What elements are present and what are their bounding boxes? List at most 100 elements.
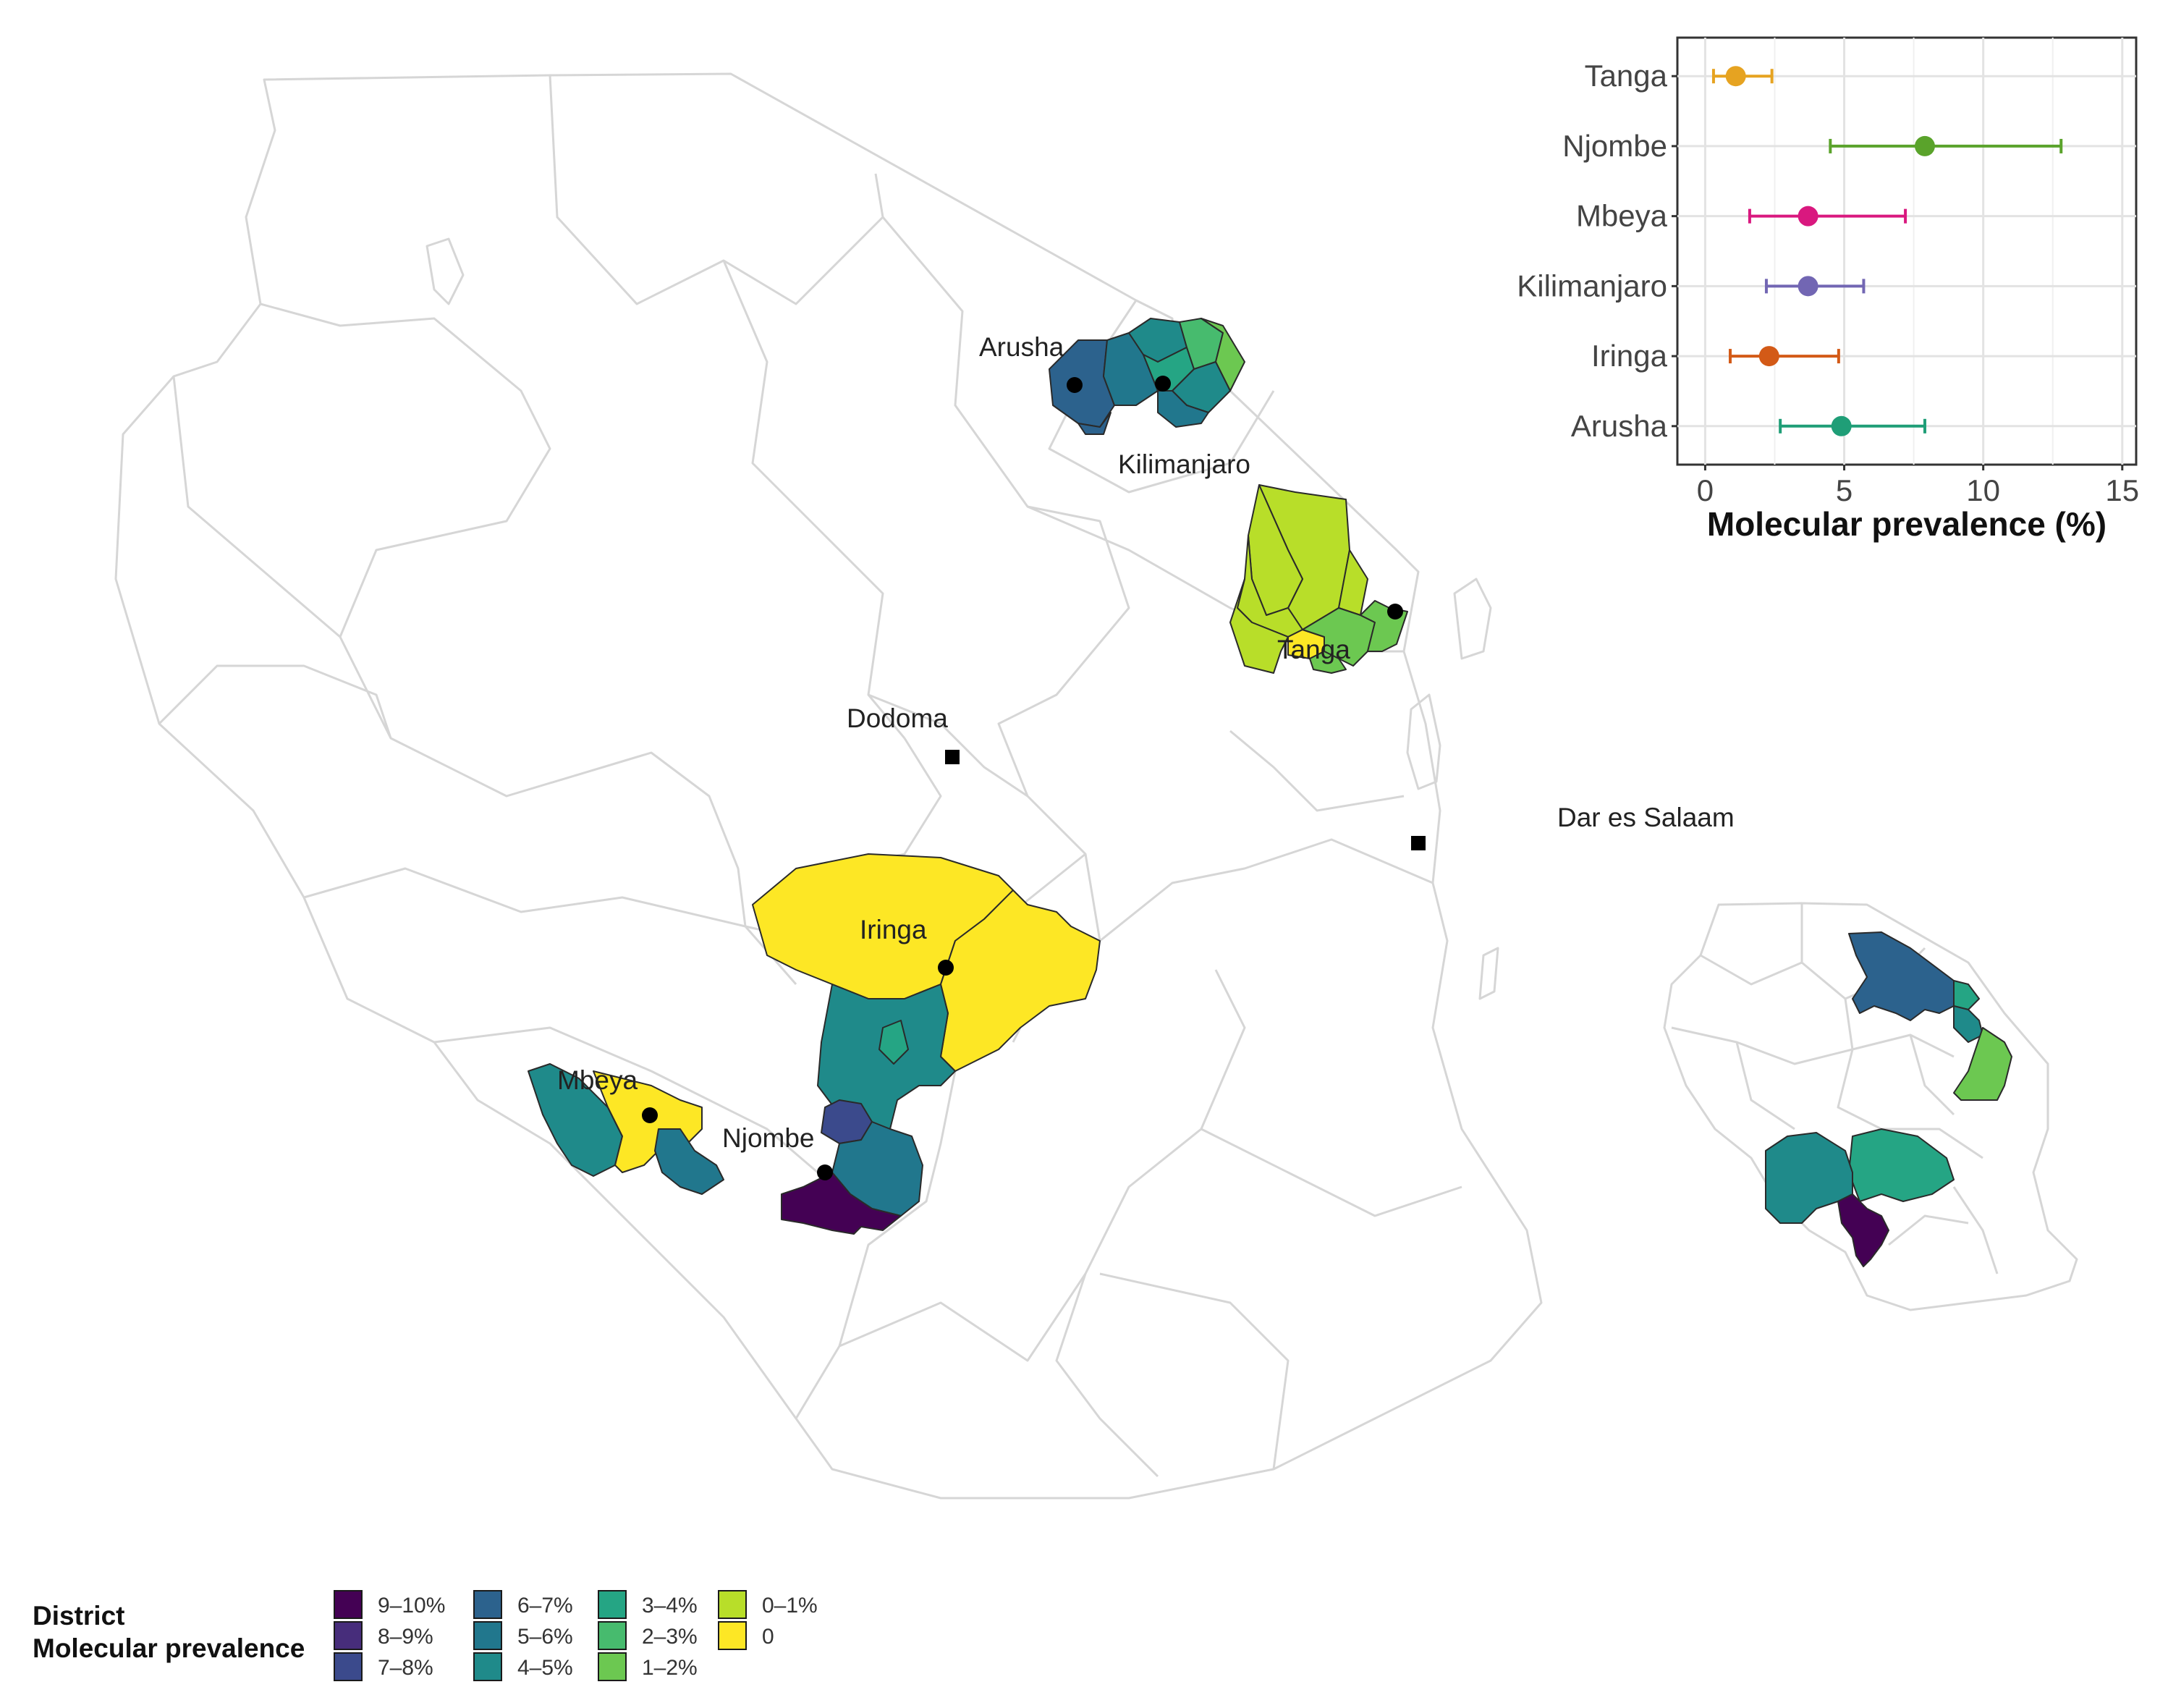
legend-swatch xyxy=(334,1590,363,1619)
marker-njombe xyxy=(817,1164,833,1180)
legend-label: 0 xyxy=(762,1625,774,1649)
point-estimate xyxy=(1725,66,1746,87)
legend-item: 7–8% xyxy=(334,1652,433,1681)
interval-mbeya xyxy=(1748,206,1907,227)
legend-swatch xyxy=(334,1652,363,1681)
marker-arusha xyxy=(1067,377,1083,393)
country-outline xyxy=(114,72,1543,1500)
inset-region-njombe xyxy=(1837,1193,1889,1267)
label-tanga: Tanga xyxy=(1277,635,1350,664)
plot-y-labels: Tanga Njombe Mbeya Kilimanjaro Iringa Arusha xyxy=(1517,59,1677,443)
label-mbeya: Mbeya xyxy=(557,1065,638,1095)
legend-item: 0 xyxy=(718,1621,774,1650)
legend-label: 3–4% xyxy=(642,1594,698,1618)
districts-tanga xyxy=(1229,484,1408,674)
legend: District Molecular prevalence 9–10% 8–9% 7… xyxy=(33,1590,818,1681)
plot-intervals xyxy=(1711,66,2063,436)
city-labels: Arusha Kilimanjaro Tanga Dodoma Dar es S… xyxy=(557,332,1735,1153)
label-kilimanjaro: Kilimanjaro xyxy=(1118,449,1250,479)
legend-label: 4–5% xyxy=(517,1656,573,1680)
plot-panel xyxy=(1676,36,2138,466)
legend-swatch xyxy=(718,1590,747,1619)
interval-tanga xyxy=(1711,66,1774,87)
inset-region-kilimanjaro xyxy=(1953,980,1980,1010)
districts-njombe xyxy=(781,1099,923,1235)
x-tick-label: 0 xyxy=(1697,473,1714,507)
city-markers xyxy=(642,376,1426,1180)
point-estimate xyxy=(1831,415,1852,436)
inset-regions xyxy=(1765,931,2012,1267)
zanzibar-islands xyxy=(425,237,1499,1000)
legend-item: 0–1% xyxy=(718,1590,818,1619)
inset-country-outline xyxy=(1663,902,2078,1311)
marker-mbeya xyxy=(642,1107,658,1123)
plot-x-ticks: 0 5 10 15 xyxy=(1697,465,2139,507)
label-dodoma: Dodoma xyxy=(847,703,948,733)
inset-map xyxy=(1663,902,2078,1311)
point-estimate xyxy=(1798,206,1818,227)
x-tick-label: 15 xyxy=(2105,473,2139,507)
legend-label: 2–3% xyxy=(642,1625,698,1649)
marker-dar-es-salaam xyxy=(1411,836,1426,850)
legend-item: 5–6% xyxy=(473,1621,573,1650)
x-tick-label: 5 xyxy=(1836,473,1852,507)
legend-title-line1: District xyxy=(33,1601,124,1631)
inset-region-tanga xyxy=(1953,1027,2012,1101)
inset-region-arusha xyxy=(1848,931,1969,1021)
point-estimate xyxy=(1914,135,1935,156)
marker-kilimanjaro xyxy=(1155,376,1171,392)
interval-njombe xyxy=(1829,135,2063,156)
legend-item: 4–5% xyxy=(473,1652,573,1681)
legend-label: 6–7% xyxy=(517,1594,573,1618)
marker-dodoma xyxy=(945,750,960,764)
x-axis-title: Molecular prevalence (%) xyxy=(1707,505,2106,543)
label-arusha: Arusha xyxy=(979,332,1064,362)
interval-iringa xyxy=(1729,346,1840,367)
legend-swatch xyxy=(473,1652,502,1681)
point-estimate xyxy=(1758,346,1779,367)
districts-kilimanjaro xyxy=(1049,318,1245,435)
tanzania-map: Arusha Kilimanjaro Tanga Dodoma Dar es S… xyxy=(114,72,1735,1500)
inset-region-iringa xyxy=(1848,1128,1955,1202)
legend-swatch xyxy=(598,1590,627,1619)
marker-tanga xyxy=(1387,604,1403,620)
inset-region-boundaries xyxy=(1671,903,1999,1274)
y-label-kilimanjaro: Kilimanjaro xyxy=(1517,269,1667,303)
x-tick-label: 10 xyxy=(1966,473,2000,507)
region-boundaries xyxy=(158,75,1462,1478)
districts-iringa xyxy=(752,853,1101,1130)
marker-iringa xyxy=(938,960,954,976)
legend-item: 1–2% xyxy=(598,1652,698,1681)
legend-swatch xyxy=(473,1621,502,1650)
interval-kilimanjaro xyxy=(1764,276,1866,297)
forest-plot: TangaNjombeMbeyaKilimanjaroIringaArusha … xyxy=(1517,36,2139,543)
interval-arusha xyxy=(1779,415,1926,436)
legend-label: 8–9% xyxy=(378,1625,433,1649)
label-dar-es-salaam: Dar es Salaam xyxy=(1557,803,1735,832)
y-label-njombe: Njombe xyxy=(1562,129,1667,163)
label-iringa: Iringa xyxy=(860,915,927,944)
legend-label: 9–10% xyxy=(378,1594,445,1618)
point-estimate xyxy=(1798,276,1818,297)
y-label-iringa: Iringa xyxy=(1591,339,1668,373)
legend-swatch xyxy=(718,1621,747,1650)
y-label-tanga: Tanga xyxy=(1585,59,1668,93)
legend-item: 8–9% xyxy=(334,1621,433,1650)
legend-swatch xyxy=(473,1590,502,1619)
y-label-mbeya: Mbeya xyxy=(1576,199,1668,233)
legend-item: 2–3% xyxy=(598,1621,698,1650)
label-njombe: Njombe xyxy=(722,1123,815,1153)
legend-label: 0–1% xyxy=(762,1594,818,1618)
legend-label: 5–6% xyxy=(517,1625,573,1649)
legend-items: 9–10% 8–9% 7–8% 6–7% 5–6% 4–5% 3–4% 2–3% 1–2% 0–1… xyxy=(334,1590,818,1681)
legend-swatch xyxy=(598,1621,627,1650)
legend-label: 1–2% xyxy=(642,1656,698,1680)
legend-item: 6–7% xyxy=(473,1590,573,1619)
legend-item: 3–4% xyxy=(598,1590,698,1619)
legend-swatch xyxy=(334,1621,363,1650)
legend-item: 9–10% xyxy=(334,1590,445,1619)
legend-title-line2: Molecular prevalence xyxy=(33,1633,305,1663)
legend-swatch xyxy=(598,1652,627,1681)
inset-region-kilimanjaro-2 xyxy=(1953,1005,1983,1043)
